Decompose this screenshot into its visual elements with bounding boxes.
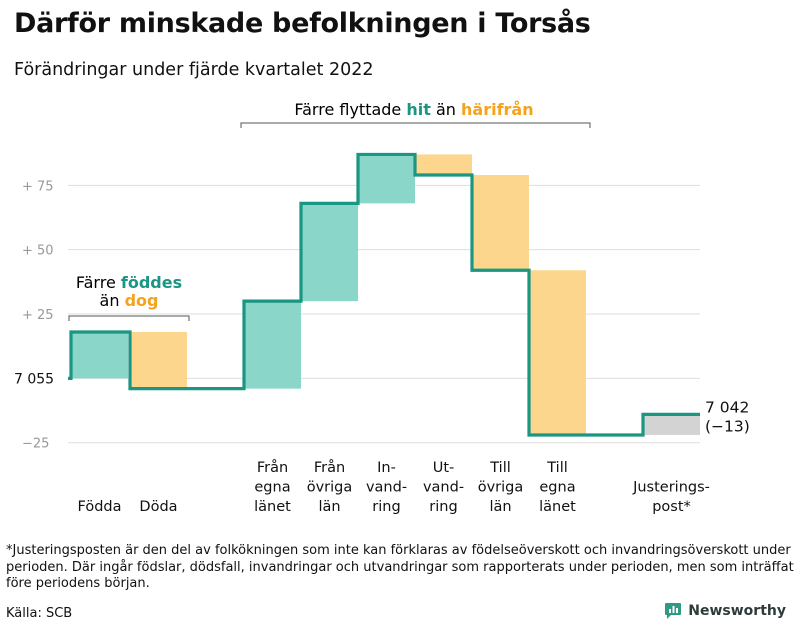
x-category-label: Justerings- [632,480,710,496]
start-value-label: 7 055 [14,371,54,387]
y-tick-label: + 50 [22,244,54,259]
chart-subtitle: Förändringar under fjärde kvartalet 2022 [14,60,374,80]
x-category-label: länet [539,499,576,515]
x-category-label: län [318,499,340,515]
x-category-label: ring [429,499,457,515]
moves-annotation: Färre flyttade hit än härifrån [294,100,533,119]
x-category-label: Ut- [433,460,455,476]
x-category-label: egna [539,480,575,496]
x-category-label: ring [372,499,400,515]
x-category-label: Från [314,459,345,476]
waterfall-bar [358,154,415,204]
x-category-label: länet [254,499,291,515]
waterfall-chart: −25 + 25 + 50 + 75 7 055 7 042(−13) Födda Döda… [14,100,750,515]
label-layer: 7 042(−13) Födda Döda Från egna länet Från övri… [78,398,750,515]
line-layer [68,152,700,437]
grid-layer: −25 + 25 + 50 + 75 7 055 [14,179,700,452]
newsworthy-logo-text: Newsworthy [688,603,786,619]
x-category-label: Döda [139,499,177,515]
births-annotation-line1: Färre föddes [76,273,182,292]
x-category-label: vand- [423,480,464,496]
births-bracket [68,315,190,321]
x-category-label: län [489,499,511,515]
x-category-label: vand- [366,480,407,496]
y-tick-label: −25 [22,437,49,452]
end-value-label: 7 042 [705,398,749,416]
x-category-label: övriga [478,480,524,496]
newsworthy-logo-icon [665,603,682,619]
x-category-label: Till [489,460,511,476]
x-category-label: Till [546,460,568,476]
annotation-layer: Färre föddes än dog Färre flyttade hit ä… [68,100,591,321]
x-category-label: Födda [78,499,122,515]
moves-bracket [240,122,591,128]
x-category-label: Från [257,459,288,476]
newsworthy-logo: Newsworthy [664,602,786,620]
births-annotation-line2: än dog [100,291,159,310]
x-category-label: egna [254,480,290,496]
y-tick-label: + 25 [22,308,54,323]
footnote: *Justeringsposten är den del av folkökni… [6,543,794,591]
bar-layer [71,154,700,435]
cumulative-line [68,152,700,437]
y-tick-label: + 75 [22,179,54,194]
waterfall-bar [472,175,529,271]
waterfall-bar [529,270,586,435]
end-change-label: (−13) [705,417,750,435]
source-label: Källa: SCB [6,606,73,621]
waterfall-bar [301,203,358,302]
waterfall-bar [244,301,301,389]
x-category-label: In- [377,460,396,476]
x-category-label: övriga [307,480,353,496]
waterfall-bar [71,332,128,379]
waterfall-bar [643,414,700,435]
x-category-label: post* [652,499,691,515]
chart-title: Därför minskade befolkningen i Torsås [14,8,591,39]
waterfall-bar [415,154,472,176]
waterfall-bar [130,332,187,389]
